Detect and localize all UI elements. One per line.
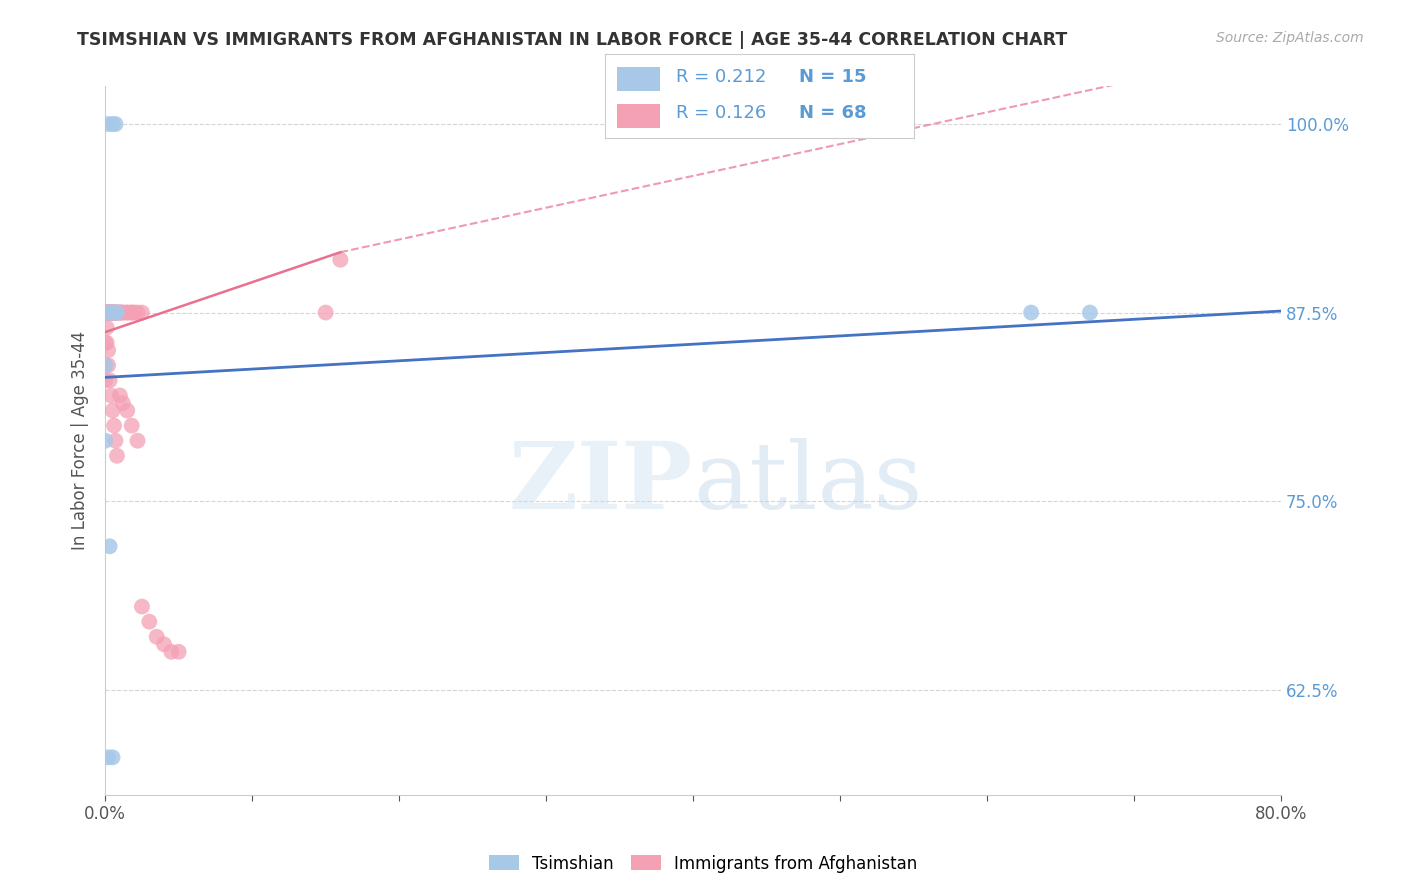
Point — [329, 252, 352, 267]
Point — [121, 418, 143, 433]
Text: atlas: atlas — [693, 438, 922, 528]
Bar — [617, 104, 661, 128]
Point — [121, 305, 143, 319]
Point — [104, 305, 127, 319]
Point — [108, 305, 131, 319]
Point — [105, 449, 128, 463]
Point — [98, 305, 121, 319]
Point — [97, 117, 120, 131]
Point — [153, 637, 176, 651]
Point — [98, 373, 121, 387]
Point — [111, 305, 134, 319]
Point — [94, 305, 117, 319]
Point — [97, 305, 120, 319]
Point — [131, 305, 153, 319]
Point — [94, 305, 117, 319]
Point — [97, 750, 120, 764]
Point — [167, 645, 190, 659]
Point — [127, 434, 149, 448]
Text: R = 0.212: R = 0.212 — [676, 69, 766, 87]
Point — [108, 305, 131, 319]
Text: Source: ZipAtlas.com: Source: ZipAtlas.com — [1216, 31, 1364, 45]
Point — [100, 305, 122, 319]
Text: N = 15: N = 15 — [800, 69, 868, 87]
Point — [97, 305, 120, 319]
Point — [94, 335, 117, 350]
Point — [104, 117, 127, 131]
Point — [111, 396, 134, 410]
Point — [103, 305, 125, 319]
Text: R = 0.126: R = 0.126 — [676, 103, 766, 122]
Point — [101, 305, 124, 319]
Point — [117, 403, 139, 417]
Text: N = 68: N = 68 — [800, 103, 868, 122]
Point — [1078, 305, 1101, 319]
Point — [94, 305, 117, 319]
Point — [94, 359, 117, 373]
Point — [97, 343, 120, 358]
Point — [104, 434, 127, 448]
Point — [97, 305, 120, 319]
Text: ZIP: ZIP — [509, 438, 693, 528]
Legend: Tsimshian, Immigrants from Afghanistan: Tsimshian, Immigrants from Afghanistan — [482, 848, 924, 880]
Point — [108, 305, 131, 319]
Point — [111, 305, 134, 319]
Point — [117, 305, 139, 319]
Point — [105, 305, 128, 319]
Point — [94, 305, 117, 319]
Point — [105, 305, 128, 319]
Point — [101, 403, 124, 417]
Point — [98, 305, 121, 319]
Point — [121, 305, 143, 319]
Point — [108, 388, 131, 402]
Point — [107, 305, 129, 319]
Point — [94, 305, 117, 319]
Point — [101, 305, 124, 319]
Point — [97, 305, 120, 319]
Point — [127, 305, 149, 319]
Point — [103, 305, 125, 319]
Point — [94, 359, 117, 373]
Point — [103, 305, 125, 319]
Point — [103, 418, 125, 433]
Point — [94, 305, 117, 319]
Point — [138, 615, 160, 629]
Point — [1019, 305, 1042, 319]
Point — [94, 305, 117, 319]
Point — [98, 305, 121, 319]
Point — [98, 539, 121, 553]
Point — [94, 434, 117, 448]
Point — [96, 335, 118, 350]
Text: TSIMSHIAN VS IMMIGRANTS FROM AFGHANISTAN IN LABOR FORCE | AGE 35-44 CORRELATION : TSIMSHIAN VS IMMIGRANTS FROM AFGHANISTAN… — [77, 31, 1067, 49]
Point — [94, 305, 117, 319]
Point — [105, 305, 128, 319]
Point — [100, 305, 122, 319]
Point — [315, 305, 337, 319]
Point — [100, 388, 122, 402]
Y-axis label: In Labor Force | Age 35-44: In Labor Force | Age 35-44 — [72, 331, 89, 550]
Point — [97, 359, 120, 373]
Point — [98, 305, 121, 319]
Point — [94, 305, 117, 319]
Point — [94, 373, 117, 387]
Point — [101, 750, 124, 764]
Point — [160, 645, 183, 659]
Point — [96, 320, 118, 334]
Point — [94, 305, 117, 319]
Point — [100, 305, 122, 319]
Point — [131, 599, 153, 614]
Point — [117, 305, 139, 319]
Point — [101, 305, 124, 319]
Point — [97, 305, 120, 319]
Point — [101, 117, 124, 131]
Point — [104, 305, 127, 319]
Point — [145, 630, 167, 644]
Bar — [617, 67, 661, 91]
Point — [94, 305, 117, 319]
Point — [124, 305, 146, 319]
